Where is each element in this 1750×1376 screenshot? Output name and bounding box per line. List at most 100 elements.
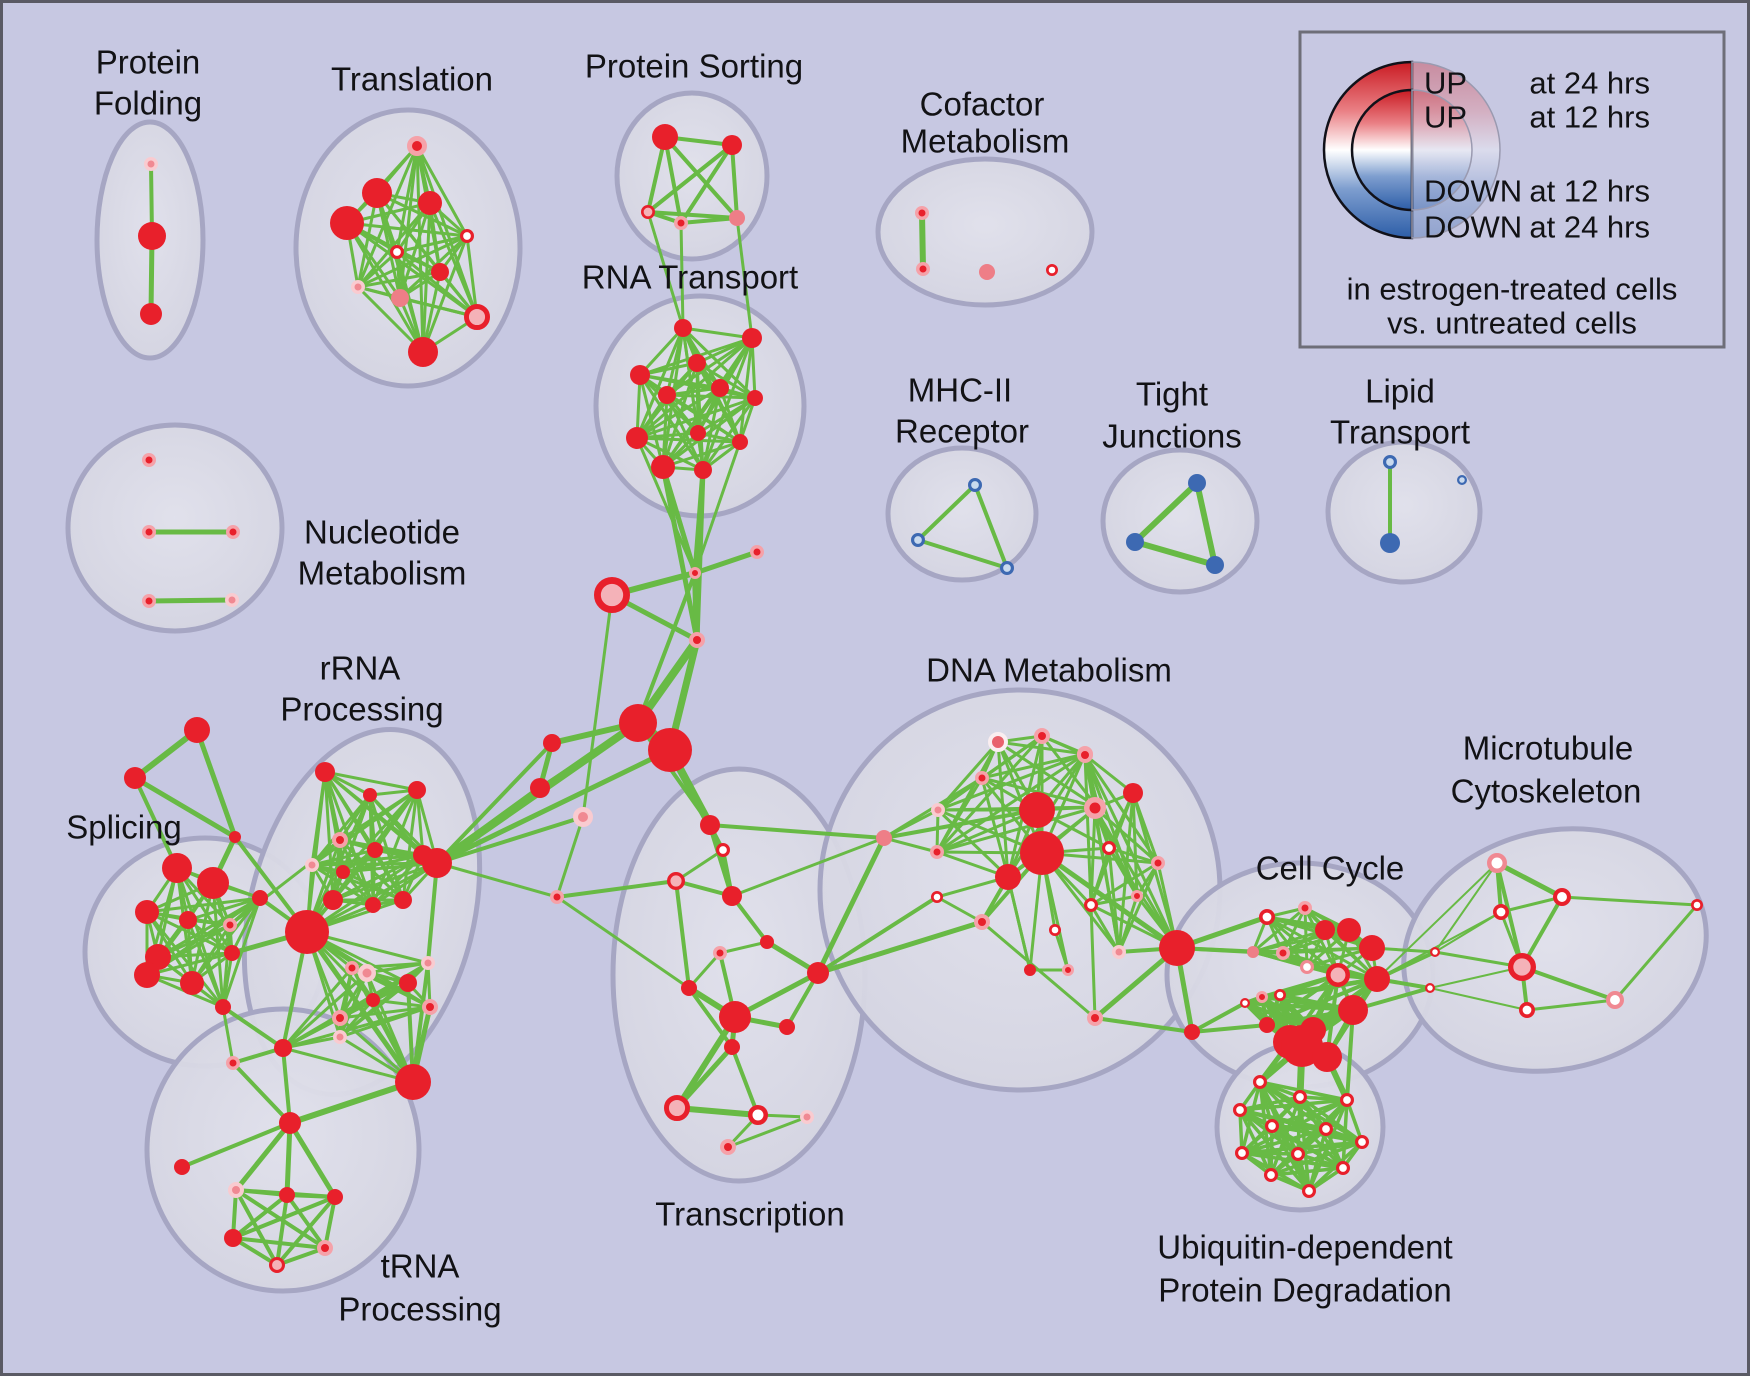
network-edge [1499, 895, 1564, 914]
network-edge [401, 788, 419, 902]
network-edge [935, 808, 1039, 854]
legend-direction-label: DOWN [1424, 174, 1522, 209]
network-edge [145, 910, 225, 1009]
network-edge [935, 734, 1044, 854]
network-edge [1429, 987, 1528, 1011]
node-cl3 [1084, 797, 1106, 819]
node-cr6 [1247, 946, 1259, 958]
node-mh2 [911, 533, 926, 548]
node-dn21 [1062, 964, 1074, 976]
node-rr22 [395, 1064, 431, 1100]
network-edge [323, 1195, 337, 1250]
network-edge [281, 971, 369, 1050]
node-rr20 [332, 1010, 348, 1026]
network-edge [882, 836, 939, 854]
node-tx13 [663, 1094, 690, 1121]
network-edge [1089, 861, 1160, 907]
node-rr12 [394, 891, 412, 909]
network-edge [730, 143, 739, 220]
network-edge [415, 788, 425, 857]
network-edge [421, 234, 469, 354]
node-dn9 [1019, 792, 1055, 828]
node-dn2 [988, 732, 1008, 752]
network-edge [1520, 965, 1617, 1002]
network-edge [281, 1046, 415, 1084]
node-rr23 [333, 1030, 347, 1044]
legend-direction-label: UP [1424, 100, 1467, 135]
network-edge [1240, 1151, 1345, 1170]
network-edge [708, 823, 886, 840]
node-ub1 [1252, 1074, 1267, 1089]
node-tr8 [317, 1240, 333, 1256]
node-ub2 [1292, 1089, 1307, 1104]
network-edge [345, 221, 425, 354]
node-spt3 [229, 831, 241, 843]
network-edge [935, 805, 1099, 854]
network-edge [398, 296, 479, 319]
network-edge [636, 721, 712, 827]
network-edge [428, 201, 479, 319]
network-edge [635, 386, 722, 440]
node-ub8 [1234, 1145, 1249, 1160]
node-dn17 [974, 914, 990, 930]
network-edge [936, 740, 1000, 812]
network-edge [1303, 906, 1340, 977]
network-edge [1089, 903, 1121, 954]
node-sp11 [215, 999, 231, 1015]
nodes-layer [124, 124, 1703, 1274]
network-edge [132, 775, 238, 840]
network-edge [919, 210, 926, 272]
node-rt5 [658, 386, 676, 404]
edges-layer [132, 135, 1699, 1267]
network-edge [281, 966, 354, 1050]
node-rt7 [747, 390, 763, 406]
node-cr10 [1364, 966, 1390, 992]
node-rt11 [651, 455, 675, 479]
network-edge [661, 393, 669, 469]
node-rr3 [408, 781, 426, 799]
node-co3 [689, 632, 705, 648]
network-edge [935, 808, 940, 854]
node-tj2 [1126, 533, 1144, 551]
network-edge [935, 776, 984, 854]
node-tl1 [407, 136, 427, 156]
cluster-label-microtubule-cytoskeleton: Microtubule [1463, 730, 1634, 767]
network-edge [1107, 846, 1160, 865]
node-co1 [593, 576, 630, 613]
node-rr15 [345, 961, 359, 975]
cluster-bubble-lipid-transport [1325, 439, 1483, 585]
network-edge [1083, 753, 1093, 907]
node-sp7 [224, 945, 240, 961]
network-edge [341, 853, 425, 874]
node-sp5 [223, 918, 237, 932]
network-edge [935, 752, 1087, 854]
network-edge [738, 336, 754, 444]
network-edge [435, 861, 559, 899]
cluster-label-cofactor-metabolism: Metabolism [901, 123, 1070, 160]
node-dn19 [1048, 923, 1061, 936]
node-mt9 [1690, 898, 1703, 911]
cluster-label-lipid-transport: Lipid [1365, 373, 1435, 410]
network-edge [1053, 928, 1070, 972]
node-tr7 [224, 1229, 242, 1247]
node-tl11 [408, 337, 438, 367]
node-cr19 [1312, 1042, 1342, 1072]
network-edge [305, 853, 425, 934]
network-edge [281, 1035, 342, 1050]
network-edge [1434, 862, 1498, 953]
node-tl2 [362, 178, 392, 208]
node-rr2 [363, 788, 377, 802]
network-edge [661, 361, 699, 469]
network-edge [287, 1079, 416, 1126]
network-edge [132, 727, 200, 781]
network-edge [395, 234, 469, 254]
node-tx9 [681, 980, 697, 996]
network-edge [1117, 894, 1139, 954]
node-mh1 [968, 478, 983, 493]
node-hb2 [648, 728, 692, 772]
node-cl6 [1083, 898, 1098, 913]
network-edge [1243, 1001, 1355, 1012]
network-edge [356, 191, 379, 289]
node-mt2 [1553, 888, 1572, 907]
